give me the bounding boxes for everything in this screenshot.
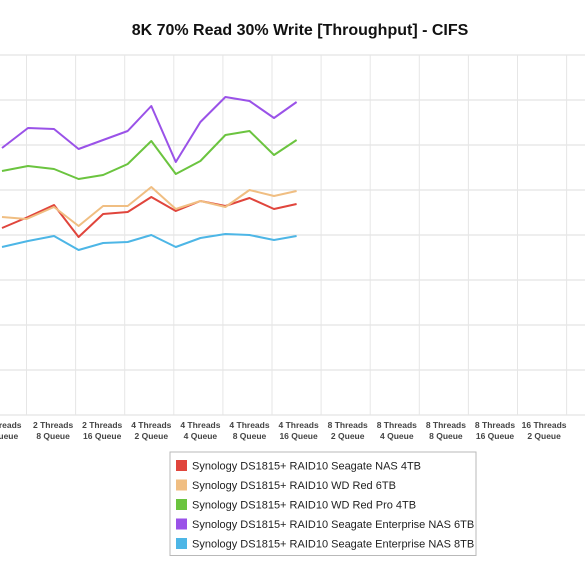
chart-title: 8K 70% Read 30% Write [Throughput] - CIF… — [132, 22, 469, 39]
grid — [0, 54, 585, 416]
x-tick-label: 2 Queue — [331, 431, 365, 441]
x-tick-label: 8 Queue — [233, 431, 267, 441]
legend-label: Synology DS1815+ RAID10 Seagate Enterpri… — [192, 539, 474, 551]
x-tick-label: 2 Queue — [527, 431, 561, 441]
x-tick-label: 2 Threads — [33, 420, 73, 430]
x-tick-label: 8 Threads — [475, 420, 515, 430]
legend-swatch — [176, 518, 187, 530]
x-tick-label: 4 Threads — [131, 420, 171, 430]
legend-label: Synology DS1815+ RAID10 WD Red Pro 4TB — [192, 500, 416, 512]
legend-label: Synology DS1815+ RAID10 Seagate Enterpri… — [192, 519, 474, 531]
legend-swatch — [176, 479, 187, 491]
legend-box — [169, 451, 477, 556]
x-tick-label: 4 Threads — [180, 420, 220, 430]
x-tick-label: Threads — [0, 420, 22, 430]
x-tick-label: 4 Threads — [279, 420, 319, 430]
legend-label: Synology DS1815+ RAID10 Seagate NAS 4TB — [192, 461, 421, 473]
x-tick-label: 2 Threads — [82, 420, 122, 430]
series-line — [1, 96, 298, 163]
legend: Synology DS1815+ RAID10 Seagate NAS 4TB S… — [169, 451, 477, 556]
x-tick-label: 8 Queue — [36, 431, 70, 441]
x-tick-label: 16 Queue — [83, 431, 122, 441]
x-tick-label: 8 Threads — [377, 420, 417, 430]
x-tick-label: 8 Queue — [429, 431, 463, 441]
series-line — [1, 196, 297, 238]
x-tick-label: 16 Threads — [522, 420, 567, 430]
x-tick-label: 4 Queue — [184, 431, 218, 441]
series-lines — [1, 96, 298, 251]
series-line — [1, 186, 297, 227]
x-tick-label: Queue — [0, 431, 18, 441]
x-tick-label: 2 Queue — [135, 431, 169, 441]
x-tick-label: 16 Queue — [279, 431, 318, 441]
x-tick-label: 8 Threads — [328, 420, 368, 430]
legend-swatch — [176, 499, 187, 510]
series-line — [1, 233, 297, 251]
legend-swatch — [176, 538, 187, 549]
x-tick-label: 8 Threads — [426, 420, 466, 430]
legend-swatch — [176, 460, 187, 471]
x-tick-label: 16 Queue — [476, 431, 515, 441]
x-tick-label: 4 Queue — [380, 431, 414, 441]
x-tick-label: 4 Threads — [229, 420, 269, 430]
legend-label: Synology DS1815+ RAID10 WD Red 6TB — [192, 480, 396, 492]
series-line — [1, 130, 298, 180]
